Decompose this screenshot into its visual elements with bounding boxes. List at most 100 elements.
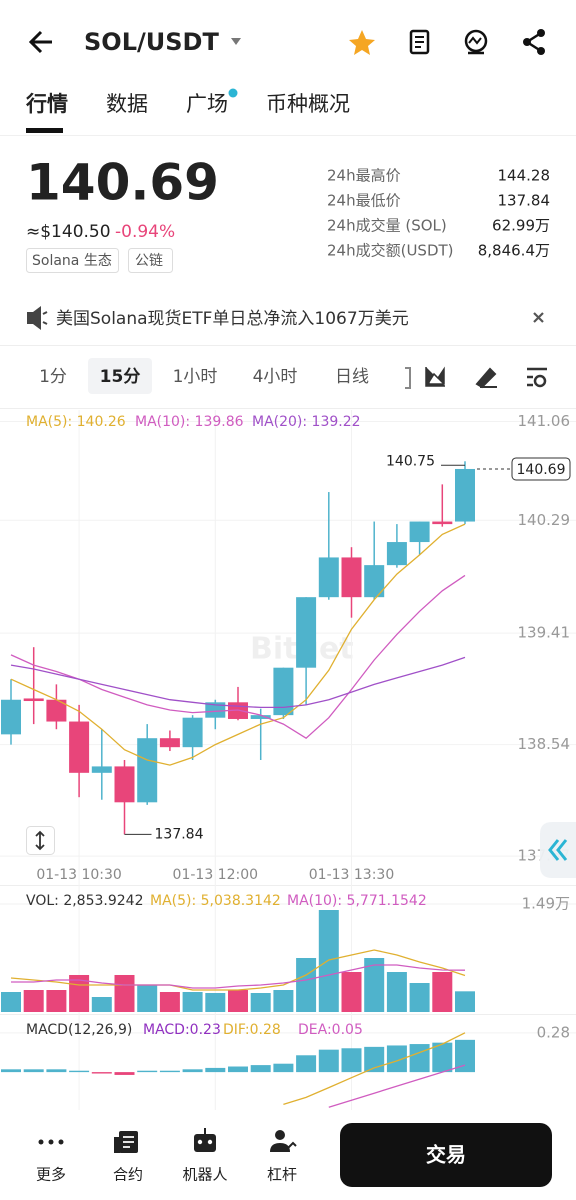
back-button[interactable] bbox=[28, 30, 52, 54]
macd-bar bbox=[341, 1048, 362, 1073]
divider bbox=[0, 408, 576, 409]
interval-selected bbox=[88, 358, 152, 394]
volume-bar bbox=[409, 982, 430, 1012]
macd-plot bbox=[1, 1032, 475, 1108]
candle-body bbox=[296, 597, 317, 668]
macd-bar bbox=[318, 1049, 339, 1073]
volume-bar bbox=[23, 990, 44, 1012]
notice-text[interactable]: 美国Solana现货ETF单日总净流入1067万美元 bbox=[56, 309, 409, 329]
share-icon[interactable] bbox=[523, 29, 545, 55]
indicator-icon[interactable] bbox=[425, 366, 445, 387]
macd-bar bbox=[114, 1072, 135, 1075]
nav-icon[interactable] bbox=[38, 1139, 64, 1145]
volume-bar bbox=[205, 993, 226, 1012]
volume-bar bbox=[455, 991, 475, 1012]
candle-body bbox=[114, 766, 135, 803]
usd-price: ≈$140.50 bbox=[26, 222, 111, 242]
pair-title[interactable]: SOL/USDT bbox=[84, 28, 219, 56]
macd-line bbox=[328, 1064, 466, 1108]
candle-body bbox=[46, 699, 67, 722]
tab[interactable]: 行情 bbox=[25, 92, 68, 116]
legend-entry: MA(5): 140.26 bbox=[26, 414, 126, 430]
notes-icon[interactable] bbox=[409, 29, 430, 55]
divider bbox=[0, 1014, 576, 1015]
macd-bar bbox=[1, 1069, 21, 1073]
nav-label[interactable]: 杠杆 bbox=[267, 1166, 297, 1184]
volume-bar bbox=[432, 972, 453, 1012]
nav-label[interactable]: 更多 bbox=[36, 1166, 66, 1184]
candle-body bbox=[91, 766, 112, 773]
volume-ma-line bbox=[10, 949, 466, 991]
candle-body bbox=[137, 738, 158, 803]
candle-body bbox=[364, 565, 385, 598]
candle-body bbox=[455, 468, 475, 522]
y-tick-label: 141.06 bbox=[518, 412, 571, 430]
legend-entry: MA(10): 5,771.1542 bbox=[287, 893, 427, 909]
volume-bar bbox=[46, 990, 67, 1012]
y-tick-label: 140.29 bbox=[518, 511, 571, 529]
tab[interactable]: 广场 bbox=[186, 92, 228, 116]
volume-bar bbox=[386, 972, 407, 1012]
interval[interactable]: 4小时 bbox=[253, 367, 298, 387]
nav-label[interactable]: 机器人 bbox=[182, 1166, 227, 1184]
settings-icon[interactable] bbox=[527, 367, 547, 388]
macd-bar bbox=[250, 1065, 271, 1073]
candle-body bbox=[69, 721, 90, 773]
ma-line bbox=[10, 656, 466, 709]
x-tick-label: 01-13 13:30 bbox=[309, 867, 394, 883]
dropdown-arrow[interactable] bbox=[231, 38, 241, 45]
macd-bar bbox=[205, 1067, 226, 1073]
chat-icon[interactable] bbox=[464, 29, 488, 55]
favorite-star[interactable] bbox=[349, 30, 375, 55]
nav-icon[interactable] bbox=[270, 1130, 297, 1152]
volume-bar bbox=[318, 910, 339, 1012]
candle-body bbox=[182, 717, 203, 748]
macd-bar bbox=[296, 1055, 317, 1073]
ma-line bbox=[10, 523, 466, 766]
volume-bar bbox=[159, 992, 180, 1012]
close-notice[interactable] bbox=[533, 312, 544, 323]
stat-label: 24h成交量 (SOL) bbox=[327, 217, 447, 235]
volume-bar bbox=[273, 990, 294, 1012]
tag[interactable]: 公链 bbox=[135, 253, 163, 269]
volume-bar bbox=[137, 985, 158, 1012]
stat-label: 24h最高价 bbox=[327, 167, 401, 185]
interval[interactable]: 1小时 bbox=[173, 367, 218, 387]
legend-entry: VOL: 2,853.9242 bbox=[26, 893, 143, 909]
candle-body bbox=[159, 738, 180, 748]
divider bbox=[0, 885, 576, 886]
interval[interactable]: 日线 bbox=[335, 367, 369, 387]
macd-bar bbox=[432, 1042, 453, 1073]
nav-icon[interactable] bbox=[114, 1131, 138, 1153]
draw-icon[interactable] bbox=[475, 367, 497, 389]
trade-button[interactable] bbox=[340, 1123, 552, 1187]
stat-label: 24h成交额(USDT) bbox=[327, 242, 454, 260]
tab-underline bbox=[26, 128, 63, 133]
interval[interactable]: 1分 bbox=[39, 367, 67, 387]
stat-label: 24h最低价 bbox=[327, 192, 401, 210]
stat-value: 144.28 bbox=[498, 167, 551, 185]
speaker-icon bbox=[27, 306, 41, 330]
macd-bar bbox=[69, 1070, 90, 1073]
legend-entry: MA(5): 5,038.3142 bbox=[150, 893, 281, 909]
tab[interactable]: 数据 bbox=[106, 92, 148, 116]
tag-box[interactable] bbox=[26, 248, 119, 273]
nav-icon[interactable] bbox=[194, 1128, 216, 1152]
tab[interactable]: 币种概况 bbox=[266, 92, 350, 116]
tag[interactable]: Solana 生态 bbox=[32, 253, 112, 269]
macd-title: MACD(12,26,9) bbox=[26, 1022, 132, 1038]
macd-bar bbox=[386, 1045, 407, 1073]
x-tick-label: 01-13 10:30 bbox=[36, 867, 121, 883]
stat-value: 137.84 bbox=[498, 192, 551, 210]
y-tick-label: 0.28 bbox=[537, 1023, 570, 1041]
trade-label[interactable]: 交易 bbox=[426, 1143, 466, 1167]
divider bbox=[0, 135, 576, 136]
volume-bar bbox=[341, 972, 362, 1012]
more-intervals[interactable] bbox=[405, 367, 411, 389]
legend-entry: MA(20): 139.22 bbox=[252, 414, 361, 430]
nav-label[interactable]: 合约 bbox=[113, 1166, 143, 1184]
tag-box[interactable] bbox=[128, 248, 173, 273]
candle-body bbox=[386, 542, 407, 566]
interval[interactable]: 15分 bbox=[100, 367, 141, 387]
